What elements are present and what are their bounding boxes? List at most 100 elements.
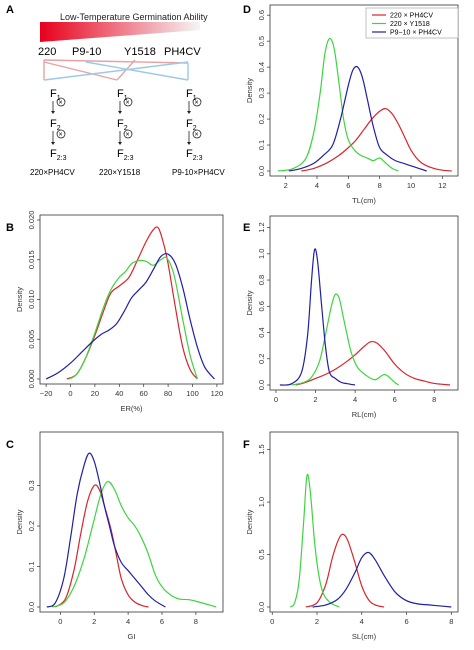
selfing-icon-mark: × <box>195 100 199 107</box>
density-line <box>291 293 399 386</box>
x-axis-label: TL(cm) <box>352 196 376 205</box>
y-tick-label: 1.0 <box>257 497 266 507</box>
arrow-head-icon <box>51 142 55 145</box>
y-tick-label: 0.6 <box>257 10 266 20</box>
selfing-icon <box>123 129 133 139</box>
arrow-head-icon <box>51 111 55 114</box>
cross-label-220xy1518: 220×Y1518 <box>99 168 141 177</box>
cross-label-p910xph4cv: P9-10×PH4CV <box>172 168 225 177</box>
gen-f23: F2:3 <box>50 148 67 162</box>
plot-frame <box>269 431 459 613</box>
legend-label-p910-ph4cv: P9−10 × PH4CV <box>390 30 442 37</box>
panel-d-chart: D 0.0 0.1 0.2 0.3 0.4 0.5 0.6 2 4 6 8 10 12 Density TL(… <box>243 4 459 205</box>
y-tick-label: 0.5 <box>257 36 266 46</box>
legend: 220 × PH4CV 220 × Y1518 P9−10 × PH4CV <box>365 7 459 39</box>
y-tick-label: 0.005 <box>27 330 36 349</box>
selfing-icon <box>56 129 66 139</box>
x-tick-label: 100 <box>186 389 199 398</box>
parent-y1518: Y1518 <box>124 46 156 58</box>
legend-label-220-y1518: 220 × Y1518 <box>390 21 430 28</box>
density-line <box>288 65 427 172</box>
x-tick-label: 6 <box>393 395 397 404</box>
y-tick-label: 0.2 <box>257 354 266 364</box>
y-tick-label: 0.0 <box>257 166 266 176</box>
selfing-icon <box>192 129 202 139</box>
x-tick-label: 0 <box>68 389 72 398</box>
panel-a-letter: A <box>6 4 14 16</box>
x-axis-label: RL(cm) <box>352 410 377 419</box>
x-tick-label: 20 <box>91 389 99 398</box>
x-axis-label: ER(%) <box>120 404 143 413</box>
x-tick-label: 60 <box>140 389 148 398</box>
x-tick-label: 0 <box>270 617 274 626</box>
density-line <box>45 253 215 380</box>
gen-f23: F2:3 <box>117 148 134 162</box>
y-tick-label: 0.0 <box>257 380 266 390</box>
density-line <box>305 533 385 608</box>
selfing-icon-mark: × <box>59 132 63 139</box>
arrow-head-icon <box>118 142 122 145</box>
panel-a-crossing-scheme: A Low-Temperature Germination Ability 22… <box>6 4 225 177</box>
lineage-col-1: F1 × F2 × F2:3 220×PH4CV <box>30 88 75 177</box>
x-tick-label: 4 <box>353 395 357 404</box>
panel-letter: B <box>6 222 14 234</box>
panel-c-chart: C 0.0 0.1 0.2 0.3 0 2 4 6 8 Density GI <box>6 431 224 641</box>
plot-frame <box>39 214 224 385</box>
selfing-icon-mark: × <box>126 100 130 107</box>
density-line <box>295 340 451 386</box>
density-line <box>51 480 217 608</box>
density-line <box>277 37 399 172</box>
panel-letter: E <box>243 222 250 234</box>
x-tick-label: 80 <box>164 389 172 398</box>
x-tick-label: 2 <box>313 395 317 404</box>
parent-ph4cv: PH4CV <box>164 46 201 58</box>
lineage-col-3: F1 × F2 × F2:3 P9-10×PH4CV <box>172 88 225 177</box>
cross-line-220-y1518 <box>43 61 118 81</box>
y-tick-label: 0.4 <box>257 62 266 72</box>
cross-label-220xph4cv: 220×PH4CV <box>30 168 75 177</box>
x-tick-label: 4 <box>315 181 319 190</box>
x-axis-label: SL(cm) <box>352 632 377 641</box>
panel-b-chart: B 0.000 0.005 0.010 0.015 0.020 −20 0 20 40 60 80 10… <box>6 211 224 413</box>
y-tick-label: 0.5 <box>257 549 266 559</box>
plot-frame <box>269 4 459 177</box>
y-tick-label: 0.000 <box>27 370 36 389</box>
cross-line-diagonal <box>43 61 189 81</box>
plot-frame <box>269 215 459 391</box>
y-tick-label: 0.020 <box>27 211 36 230</box>
x-tick-label: 10 <box>407 181 415 190</box>
panel-f-chart: F 0.0 0.5 1.0 1.5 0 2 4 6 8 Density SL(cm) <box>243 431 459 641</box>
y-tick-label: 0.0 <box>257 602 266 612</box>
panel-e-chart: E 0.0 0.2 0.4 0.6 0.8 1.0 1.2 0 2 4 6 8 Density RL(cm) <box>243 215 459 419</box>
y-tick-label: 0.4 <box>257 327 266 337</box>
germination-gradient-banner <box>40 22 200 42</box>
gen-f2: F2 <box>186 118 197 132</box>
x-tick-label: 120 <box>211 389 224 398</box>
gen-f2: F2 <box>50 118 61 132</box>
panel-letter: F <box>243 439 250 451</box>
parent-220: 220 <box>38 46 56 58</box>
y-tick-label: 0.8 <box>257 275 266 285</box>
density-line <box>301 107 452 172</box>
legend-label-220-ph4cv: 220 × PH4CV <box>390 13 433 20</box>
gen-f23: F2:3 <box>186 148 203 162</box>
selfing-icon <box>56 97 66 107</box>
y-tick-label: 1.5 <box>257 444 266 454</box>
selfing-icon-mark: × <box>59 100 63 107</box>
density-line <box>279 248 356 386</box>
selfing-icon <box>192 97 202 107</box>
x-tick-label: 2 <box>315 617 319 626</box>
x-tick-label: 8 <box>378 181 382 190</box>
x-tick-label: 4 <box>126 617 130 626</box>
x-tick-label: 8 <box>194 617 198 626</box>
lineage-col-2: F1 × F2 × F2:3 220×Y1518 <box>99 88 141 177</box>
density-line <box>68 256 198 380</box>
x-tick-label: 2 <box>284 181 288 190</box>
banner-title: Low-Temperature Germination Ability <box>60 12 208 22</box>
y-tick-label: 0.015 <box>27 250 36 269</box>
x-tick-label: 12 <box>438 181 446 190</box>
y-axis-label: Density <box>245 78 254 103</box>
y-axis-label: Density <box>15 287 24 312</box>
density-line <box>66 226 198 380</box>
cross-line-220-ph4cv <box>43 59 189 64</box>
